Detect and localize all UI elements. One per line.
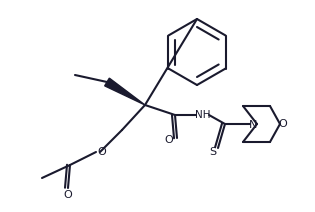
Text: NH: NH bbox=[195, 110, 211, 120]
Text: O: O bbox=[98, 147, 106, 157]
Polygon shape bbox=[105, 78, 145, 105]
Text: O: O bbox=[64, 190, 72, 200]
Text: O: O bbox=[279, 119, 287, 129]
Text: O: O bbox=[165, 135, 173, 145]
Text: S: S bbox=[209, 147, 217, 157]
Text: N: N bbox=[249, 120, 257, 130]
